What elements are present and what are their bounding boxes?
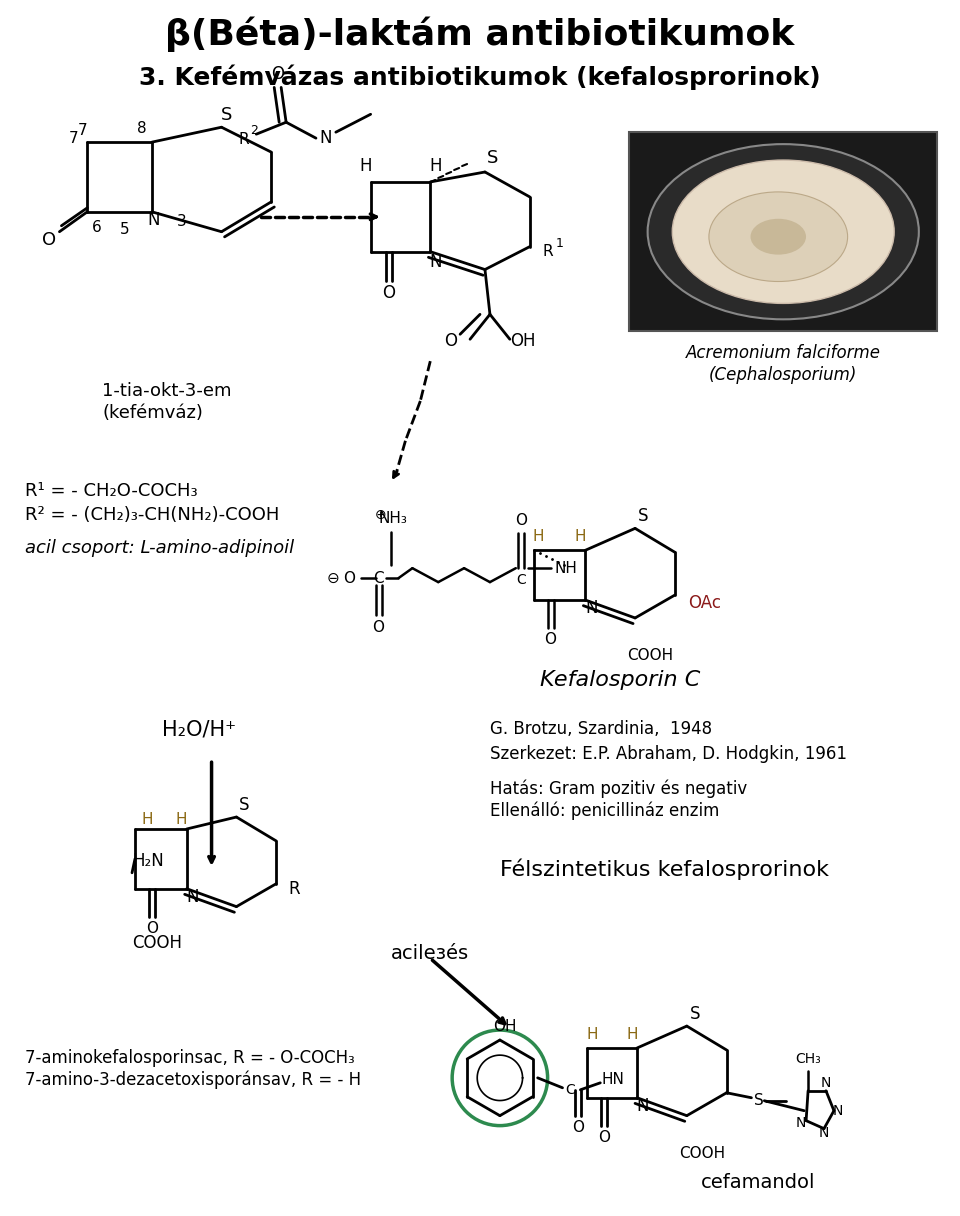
Text: R: R [542, 244, 553, 259]
Text: S: S [239, 796, 250, 814]
Text: C: C [516, 573, 526, 587]
Text: N: N [320, 129, 332, 147]
Ellipse shape [751, 219, 806, 254]
Text: (Cephalosporium): (Cephalosporium) [709, 366, 857, 384]
Text: H: H [429, 157, 442, 175]
Text: O: O [572, 1120, 585, 1135]
Text: N: N [148, 210, 160, 229]
Text: Ellenálló: penicillináz enzim: Ellenálló: penicillináz enzim [490, 801, 719, 821]
Text: COOH: COOH [132, 934, 181, 952]
Text: (kefémváz): (kefémváz) [102, 404, 204, 422]
Text: G. Brotzu, Szardinia,  1948: G. Brotzu, Szardinia, 1948 [490, 720, 712, 738]
Text: H: H [626, 1026, 637, 1042]
Text: 7: 7 [78, 123, 87, 137]
Text: Kefalosporin C: Kefalosporin C [540, 670, 700, 689]
Text: O: O [146, 921, 157, 936]
Ellipse shape [648, 145, 919, 320]
Text: C: C [565, 1082, 575, 1097]
Text: N: N [585, 599, 598, 617]
Text: 7-aminokefalosporinsac, R = - O-COCH₃: 7-aminokefalosporinsac, R = - O-COCH₃ [25, 1049, 354, 1066]
Text: 5: 5 [120, 223, 130, 237]
Text: N: N [796, 1115, 806, 1130]
Text: R: R [288, 879, 300, 897]
Text: 8: 8 [137, 120, 147, 136]
Text: H₂N: H₂N [132, 852, 164, 869]
Text: HN: HN [602, 1073, 625, 1087]
Text: N: N [429, 253, 442, 271]
Text: O: O [42, 231, 57, 249]
Text: NH₃: NH₃ [378, 511, 407, 525]
Text: O: O [343, 570, 355, 586]
Text: R² = - (CH₂)₃-CH(NH₂)-COOH: R² = - (CH₂)₃-CH(NH₂)-COOH [25, 506, 279, 524]
Text: H: H [587, 1026, 598, 1042]
Text: N: N [186, 888, 199, 906]
Text: ⊖: ⊖ [326, 570, 339, 586]
Text: S: S [755, 1093, 764, 1108]
Text: Félszintetikus kefalosprorinok: Félszintetikus kefalosprorinok [500, 858, 828, 879]
Ellipse shape [708, 192, 848, 281]
Text: OH: OH [510, 332, 536, 350]
Text: H: H [533, 529, 544, 544]
Text: O: O [271, 66, 284, 84]
Text: H: H [141, 811, 153, 827]
Text: N: N [821, 1076, 831, 1090]
Text: 3: 3 [177, 214, 186, 230]
Text: COOH: COOH [679, 1145, 725, 1161]
Text: OH: OH [493, 1019, 516, 1034]
Text: N: N [636, 1097, 649, 1115]
Text: 1: 1 [556, 237, 564, 250]
Text: R¹ = - CH₂O-COCH₃: R¹ = - CH₂O-COCH₃ [25, 482, 197, 500]
Text: S: S [488, 150, 498, 167]
Text: COOH: COOH [627, 648, 673, 663]
Text: N: N [832, 1104, 843, 1118]
Text: 7: 7 [68, 130, 78, 146]
Text: Acremonium falciforme: Acremonium falciforme [685, 344, 880, 362]
Text: ⊕: ⊕ [374, 508, 386, 523]
Text: H: H [359, 157, 372, 175]
Text: O: O [598, 1130, 611, 1145]
Text: O: O [382, 285, 395, 303]
Text: O: O [544, 632, 557, 647]
Text: H: H [176, 811, 187, 827]
Text: S: S [637, 507, 648, 525]
Text: NH: NH [554, 561, 577, 575]
Text: acilезés: acilезés [391, 944, 468, 963]
Text: O: O [372, 620, 385, 636]
Text: 3. Kefémvázas antibiotikumok (kefalosprorinok): 3. Kefémvázas antibiotikumok (kefalospro… [139, 64, 821, 90]
Text: H₂O/H⁺: H₂O/H⁺ [162, 720, 236, 739]
Text: S: S [221, 106, 232, 124]
Text: cefamandol: cefamandol [701, 1173, 816, 1192]
Text: 6: 6 [92, 220, 102, 235]
FancyBboxPatch shape [629, 133, 937, 331]
Text: 2: 2 [251, 124, 258, 136]
Text: CH₃: CH₃ [795, 1052, 821, 1066]
Text: S: S [689, 1006, 700, 1023]
Text: Hatás: Gram pozitiv és negativ: Hatás: Gram pozitiv és negativ [490, 779, 747, 799]
Text: 1-tia-okt-3-em: 1-tia-okt-3-em [102, 382, 231, 400]
Text: β(Béta)-laktám antibiotikumok: β(Béta)-laktám antibiotikumok [165, 17, 795, 52]
Text: N: N [819, 1126, 829, 1139]
Text: O: O [515, 513, 527, 528]
Text: O: O [444, 332, 457, 350]
Text: OAc: OAc [688, 595, 721, 612]
Text: H: H [575, 529, 587, 544]
Text: acil csoport: L-amino-adipinoil: acil csoport: L-amino-adipinoil [25, 539, 294, 557]
Ellipse shape [672, 161, 894, 304]
Text: 7-amino-3-dezacetoxisporánsav, R = - H: 7-amino-3-dezacetoxisporánsav, R = - H [25, 1070, 361, 1090]
Text: Szerkezet: E.P. Abraham, D. Hodgkin, 1961: Szerkezet: E.P. Abraham, D. Hodgkin, 196… [490, 745, 847, 764]
Text: R: R [238, 131, 249, 147]
Text: C: C [373, 570, 384, 586]
